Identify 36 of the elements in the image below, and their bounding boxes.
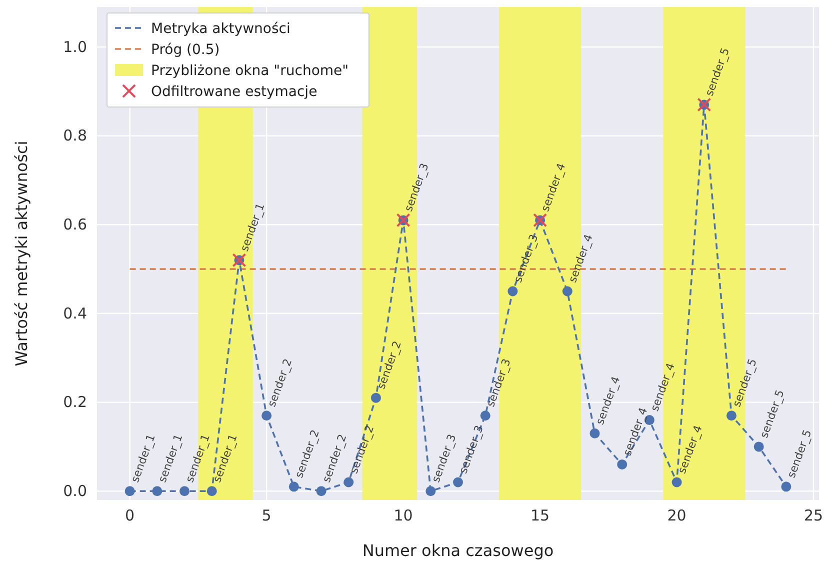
x-tick-label: 25 [804,506,824,525]
y-tick-label: 0.0 [63,482,87,500]
point [206,486,217,496]
legend-label: Metryka aktywności [151,21,290,37]
x-tick-label: 0 [125,506,135,525]
point [480,410,490,421]
point [726,410,736,421]
point [262,410,272,421]
point [562,286,572,296]
x-tick-label: 15 [530,506,550,525]
legend-label: Próg (0.5) [151,42,220,58]
point [152,486,162,496]
legend-label: Odfiltrowane estymacje [151,84,318,100]
band-label: Przybliżone okna "ruchome" [151,63,349,79]
point [617,459,628,470]
point [754,442,764,452]
x-axis-title: Numer okna czasowego [362,541,554,560]
point [672,477,682,488]
point [370,392,381,403]
point [316,486,326,496]
point [508,286,518,296]
y-tick-label: 0.8 [63,126,87,145]
point [781,482,792,492]
y-tick-label: 0.4 [63,304,87,322]
point [590,428,600,438]
y-axis-title: Wartość metryki aktywności [12,140,31,366]
y-tick-label: 0.6 [63,215,87,234]
y-tick-label: 0.2 [63,393,87,412]
x-tick-label: 5 [262,506,272,525]
x-tick-label: 20 [667,506,686,525]
point [124,486,135,496]
y-tick-label: 1.0 [63,38,87,56]
point [288,482,299,492]
x-tick-label: 10 [394,506,413,525]
point [180,486,190,496]
point [426,486,436,496]
